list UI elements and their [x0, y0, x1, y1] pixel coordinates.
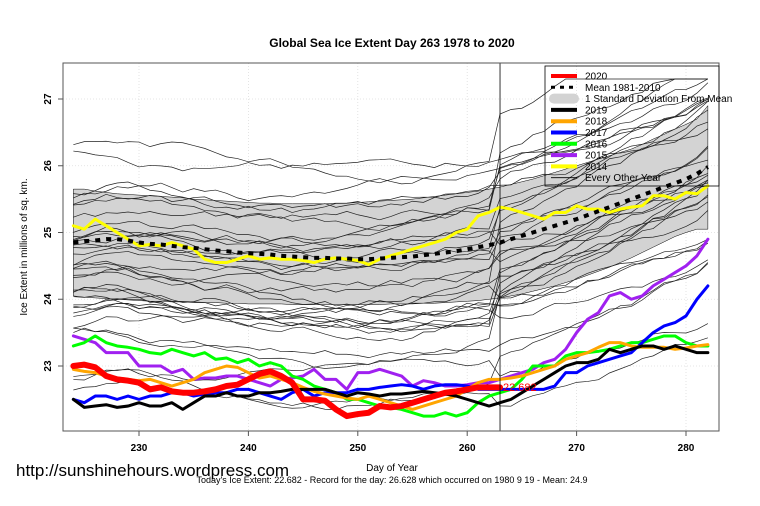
year-line	[73, 147, 709, 275]
year-line	[73, 337, 708, 409]
legend-mean-1981-2010-label: Mean 1981-2010	[585, 83, 661, 94]
legend-1-standard-deviation-from-mean-swatch	[549, 93, 579, 104]
y-tick-label: 24	[43, 293, 54, 305]
year-line	[73, 210, 709, 310]
year-line	[73, 201, 709, 267]
year-line	[73, 196, 709, 334]
year-line	[73, 121, 708, 247]
y-tick-label: 23	[43, 360, 54, 372]
year-line	[73, 78, 708, 201]
watermark-url: http://sunshinehours.wordpress.com	[16, 461, 289, 480]
legend-2014-label: 2014	[585, 162, 608, 173]
year-line	[73, 179, 709, 331]
year-line	[73, 101, 709, 276]
y-tick-label: 27	[43, 93, 54, 105]
legend-1-standard-deviation-from-mean-label: 1 Standard Deviation From Mean	[585, 94, 732, 105]
year-line	[73, 97, 708, 213]
year-line	[73, 82, 709, 172]
year-line	[73, 78, 709, 185]
year-line	[73, 173, 709, 329]
legend-2017-label: 2017	[585, 128, 608, 139]
series-line-2018	[71, 341, 710, 411]
series-line-2014	[71, 184, 710, 267]
year-line	[73, 240, 709, 317]
legend-2019-label: 2019	[585, 105, 608, 116]
year-line	[73, 179, 709, 381]
year-line	[73, 194, 709, 328]
legend-box	[544, 65, 720, 187]
year-line	[73, 165, 709, 342]
legend-every-other-year-label: Every Other Year	[585, 173, 662, 184]
x-tick-label: 250	[349, 443, 366, 454]
series-line-2020	[70, 361, 504, 420]
x-axis-label: Day of Year	[366, 463, 418, 474]
plot-frame	[62, 62, 720, 432]
x-tick-label: 280	[678, 443, 695, 454]
legend-2015-label: 2015	[585, 151, 608, 162]
today-value-label: 22.682	[503, 382, 537, 394]
x-tick-label: 240	[240, 443, 257, 454]
x-tick-label: 260	[459, 443, 476, 454]
y-tick-label: 26	[43, 160, 54, 172]
year-line	[73, 109, 709, 313]
x-axis: 230 240 250 260 270 280	[131, 431, 695, 454]
year-line	[73, 78, 708, 221]
year-line	[73, 259, 709, 325]
year-line	[73, 159, 708, 252]
legend-2018-label: 2018	[585, 117, 608, 128]
year-line	[73, 174, 709, 294]
every-other-year-lines	[73, 78, 709, 411]
year-line	[73, 263, 709, 359]
std-band-layer	[73, 104, 709, 305]
y-tick-label: 25	[43, 227, 54, 239]
series-line-2015	[71, 237, 710, 391]
chart-title: Global Sea Ice Extent Day 263 1978 to 20…	[269, 36, 515, 50]
legend-2020-label: 2020	[585, 72, 608, 83]
y-axis: 23 24 25 26 27	[43, 93, 63, 372]
x-tick-label: 230	[131, 443, 148, 454]
legend-2016-label: 2016	[585, 139, 608, 150]
year-line	[73, 99, 709, 231]
std-deviation-band	[73, 104, 709, 305]
y-axis-label: Ice Extent in millions of sq. km.	[19, 178, 30, 315]
footer-summary: Today's Ice Extent: 22.682 - Record for …	[197, 475, 588, 485]
series-line-2019	[71, 344, 710, 411]
x-tick-label: 270	[568, 443, 585, 454]
year-line	[73, 100, 709, 244]
series-layer	[70, 165, 710, 420]
